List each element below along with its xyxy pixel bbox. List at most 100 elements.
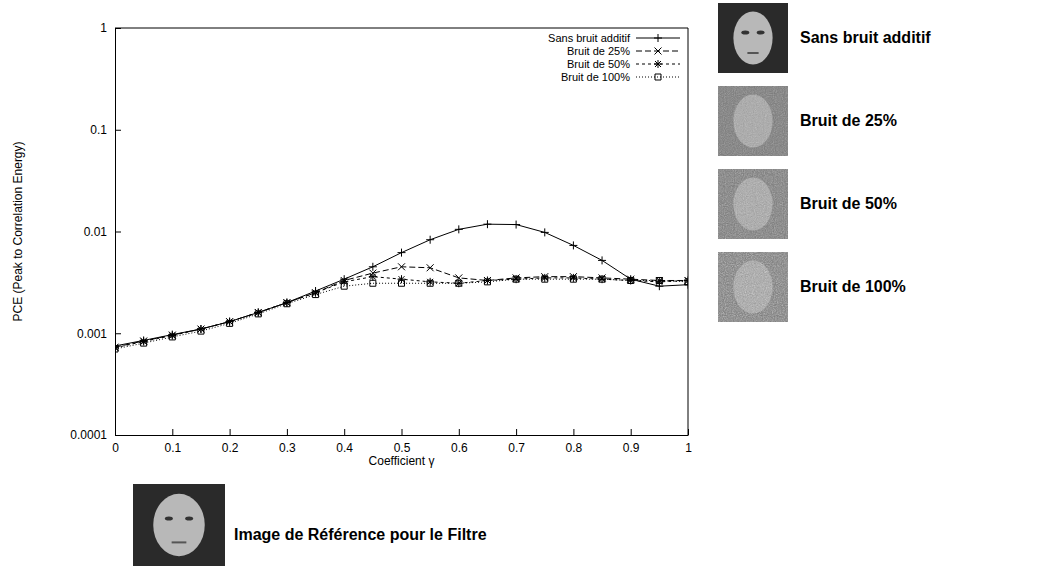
tick: 0.001 xyxy=(77,327,121,341)
series-line xyxy=(115,277,688,348)
tick: 0.1 xyxy=(90,123,121,137)
tick-label: 1 xyxy=(100,21,107,35)
tick: 0.6 xyxy=(451,429,468,455)
marker xyxy=(427,264,434,271)
tick-label: 0.5 xyxy=(394,441,411,455)
marker xyxy=(141,340,147,346)
legend-marker xyxy=(655,48,662,55)
tick: 0.4 xyxy=(336,429,353,455)
marker xyxy=(483,220,491,228)
tick-label: 0.01 xyxy=(84,225,108,239)
frame xyxy=(688,28,689,435)
axis-line xyxy=(116,435,689,436)
tick-mark xyxy=(115,130,121,131)
marker xyxy=(685,277,689,284)
marker xyxy=(426,236,434,244)
marker xyxy=(370,280,376,286)
marker xyxy=(227,320,233,326)
x-axis: 00.10.20.30.40.50.60.70.80.91 xyxy=(112,429,692,455)
portrait xyxy=(718,252,788,322)
tick-mark xyxy=(631,429,632,435)
tick-mark xyxy=(573,429,574,435)
tick: 0.1 xyxy=(164,429,181,455)
marker xyxy=(284,301,290,307)
marker xyxy=(168,332,176,340)
tick-mark xyxy=(115,28,121,29)
y-axis-title: PCE (Peak to Correlation Energy) xyxy=(11,141,25,321)
tick: 0.9 xyxy=(623,429,640,455)
marker xyxy=(226,318,234,326)
tick-mark xyxy=(172,429,173,435)
portrait xyxy=(718,3,788,73)
series-line xyxy=(115,224,688,346)
legend-label: Sans bruit additif xyxy=(548,32,631,44)
tick-label: 0.3 xyxy=(279,441,296,455)
marker xyxy=(140,337,148,345)
tick-mark xyxy=(402,429,403,435)
marker xyxy=(599,276,605,282)
marker xyxy=(115,346,118,352)
tick-label: 0.001 xyxy=(77,327,107,341)
marker xyxy=(254,308,262,316)
tick: 0.5 xyxy=(394,429,411,455)
marker xyxy=(684,276,688,284)
marker xyxy=(598,256,606,264)
tick-mark xyxy=(516,429,517,435)
marker xyxy=(627,276,635,284)
image-caption: Image de Référence pour le Filtre xyxy=(234,526,487,543)
image-caption: Bruit de 25% xyxy=(800,112,897,129)
marker xyxy=(398,263,405,270)
marker xyxy=(628,277,634,283)
marker xyxy=(456,280,462,286)
marker xyxy=(455,225,463,233)
legend-label: Bruit de 100% xyxy=(561,71,630,83)
marker xyxy=(541,274,549,282)
marker xyxy=(483,276,491,284)
marker xyxy=(369,273,377,281)
marker xyxy=(512,221,520,229)
tick-mark xyxy=(688,429,689,435)
marker xyxy=(341,283,347,289)
tick-label: 0.6 xyxy=(451,441,468,455)
marker xyxy=(399,280,405,286)
plot-area xyxy=(115,220,688,352)
marker xyxy=(169,332,176,339)
marker xyxy=(455,279,463,287)
legend-marker xyxy=(654,34,662,42)
marker xyxy=(198,328,204,334)
marker xyxy=(115,344,119,352)
marker xyxy=(226,318,234,326)
legend-swatch xyxy=(636,77,680,78)
marker xyxy=(283,299,291,307)
tick: 0.2 xyxy=(222,429,239,455)
portrait xyxy=(718,86,788,156)
legend-marker xyxy=(655,74,661,80)
chart: 00.10.20.30.40.50.60.70.80.910.00010.001… xyxy=(0,0,1062,568)
tick: 0.8 xyxy=(566,429,583,455)
marker xyxy=(283,299,291,307)
tick-mark xyxy=(459,429,460,435)
tick-label: 0.7 xyxy=(508,441,525,455)
tick-mark xyxy=(344,429,345,435)
marker xyxy=(427,280,433,286)
marker xyxy=(398,249,406,257)
series-line xyxy=(115,267,688,347)
y-axis: 0.0001 0.001 0.01 0.1 1 xyxy=(70,21,121,442)
marker xyxy=(598,275,606,283)
marker xyxy=(513,276,519,282)
tick-mark xyxy=(287,429,288,435)
tick: 0.0001 xyxy=(70,428,121,442)
portrait xyxy=(718,169,788,239)
marker xyxy=(484,277,491,284)
legend-marker xyxy=(654,60,662,68)
marker xyxy=(685,279,688,285)
image-caption: Bruit de 100% xyxy=(800,278,906,295)
marker xyxy=(312,289,319,296)
tick-mark xyxy=(115,435,121,436)
marker xyxy=(426,278,434,286)
marker xyxy=(484,279,490,285)
marker xyxy=(255,311,261,317)
legend: Sans bruit additifBruit de 25%Bruit de 5… xyxy=(548,32,680,83)
portrait xyxy=(133,484,225,566)
image-caption: Sans bruit additif xyxy=(800,29,931,46)
